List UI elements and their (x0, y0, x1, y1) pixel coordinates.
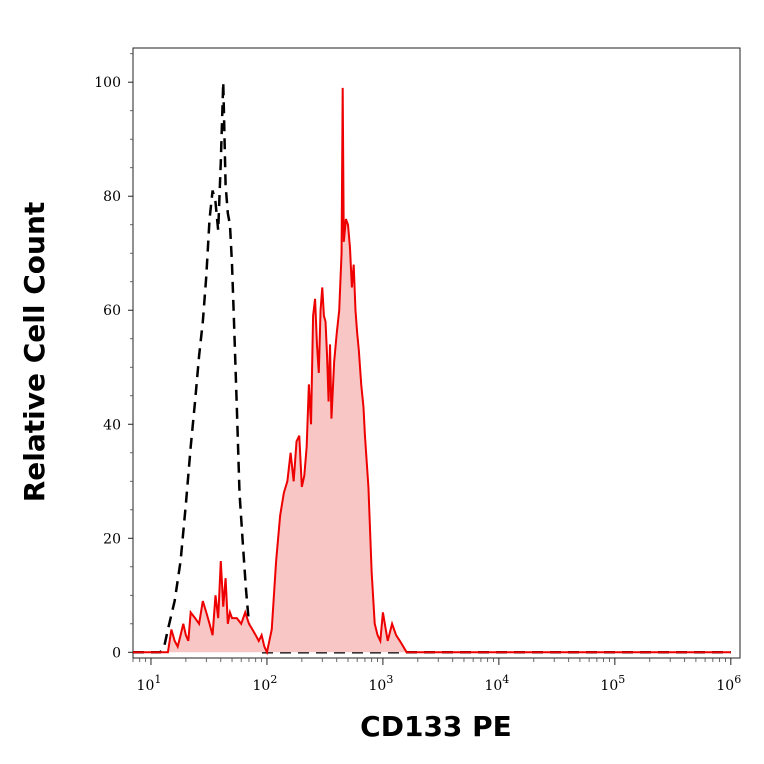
x-tick-label: 105 (600, 673, 625, 694)
x-tick-label: 104 (484, 673, 509, 694)
y-tick-label: 60 (103, 303, 121, 319)
y-tick-label: 20 (103, 531, 121, 547)
y-axis: 0 20 40 60 80 100 (94, 53, 133, 661)
series-layer (133, 82, 731, 656)
histogram-line-control (133, 82, 731, 654)
x-axis: 101 102 103 104 105 106 (132, 658, 741, 694)
x-axis-title: CD133 PE (360, 710, 512, 743)
y-tick-label: 0 (112, 645, 121, 661)
y-axis-title: Relative Cell Count (18, 202, 51, 503)
histogram-line-stained (133, 87, 731, 656)
x-tick-label: 106 (716, 673, 741, 694)
x-tick-label: 101 (137, 673, 162, 694)
y-tick-label: 100 (94, 75, 121, 91)
x-tick-label: 102 (253, 673, 278, 694)
plot-frame (132, 47, 741, 659)
histogram-fill (133, 87, 731, 653)
y-tick-label: 80 (103, 189, 121, 205)
x-tick-label: 103 (368, 673, 393, 694)
y-tick-label: 40 (103, 417, 121, 433)
